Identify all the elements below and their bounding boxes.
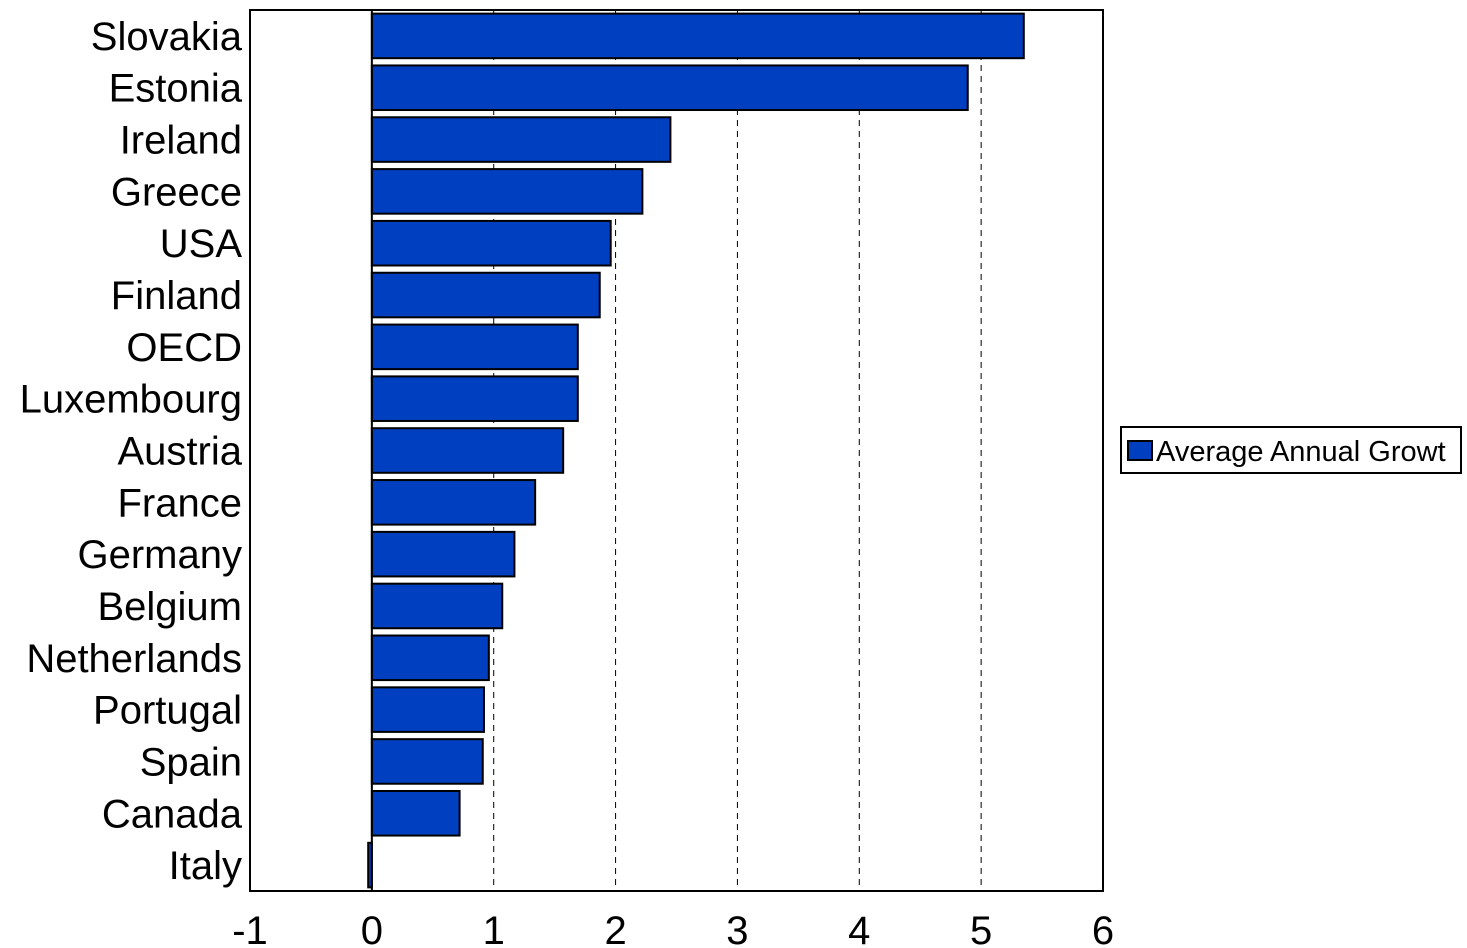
legend: Average Annual Growt bbox=[1120, 426, 1462, 474]
legend-swatch bbox=[1127, 440, 1153, 461]
x-tick-label: -1 bbox=[232, 909, 268, 948]
category-label: Austria bbox=[118, 430, 243, 474]
x-tick-label: 3 bbox=[726, 909, 748, 948]
x-tick-label: 0 bbox=[361, 909, 383, 948]
legend-box bbox=[1120, 426, 1462, 474]
bar bbox=[370, 479, 537, 526]
bar bbox=[370, 323, 579, 371]
category-label: Germany bbox=[78, 533, 243, 577]
bar bbox=[370, 530, 516, 578]
bar bbox=[370, 789, 461, 837]
x-tick-label: 4 bbox=[848, 909, 870, 948]
category-label: Finland bbox=[111, 274, 242, 318]
bar bbox=[370, 427, 565, 474]
bar bbox=[370, 634, 490, 682]
category-label: Italy bbox=[169, 844, 242, 888]
legend-label: Average Annual Growt bbox=[1156, 436, 1446, 468]
bar bbox=[370, 12, 1025, 60]
category-label: Estonia bbox=[109, 67, 243, 111]
category-label: Greece bbox=[111, 170, 242, 214]
x-tick-labels: -1 0 1 2 3 4 5 6 bbox=[232, 909, 1114, 948]
bar bbox=[370, 738, 484, 785]
category-label: Luxembourg bbox=[20, 378, 242, 422]
x-tick-label: 5 bbox=[970, 909, 992, 948]
category-label: Canada bbox=[102, 792, 243, 836]
bar bbox=[370, 64, 969, 112]
category-label: OECD bbox=[126, 326, 242, 370]
category-label: Belgium bbox=[97, 585, 242, 629]
bar bbox=[370, 375, 579, 422]
x-tick-label: 6 bbox=[1092, 909, 1114, 948]
plot-frame bbox=[249, 9, 1104, 892]
category-label: Spain bbox=[140, 740, 242, 784]
bars bbox=[367, 12, 1025, 889]
category-label: Netherlands bbox=[26, 637, 242, 681]
x-tick-label: 1 bbox=[483, 909, 505, 948]
category-label: Slovakia bbox=[91, 15, 243, 59]
bar bbox=[370, 168, 644, 215]
bar bbox=[370, 582, 504, 630]
category-label: France bbox=[118, 481, 243, 525]
bar bbox=[370, 219, 612, 267]
x-tick-label: 2 bbox=[604, 909, 626, 948]
category-label: Ireland bbox=[120, 119, 242, 163]
bar bbox=[370, 686, 485, 733]
bar bbox=[370, 116, 672, 163]
bar bbox=[370, 271, 601, 319]
category-label: USA bbox=[160, 222, 243, 266]
category-labels: Slovakia Estonia Ireland Greece USA Finland OE… bbox=[20, 15, 243, 888]
category-label: Portugal bbox=[93, 689, 242, 733]
